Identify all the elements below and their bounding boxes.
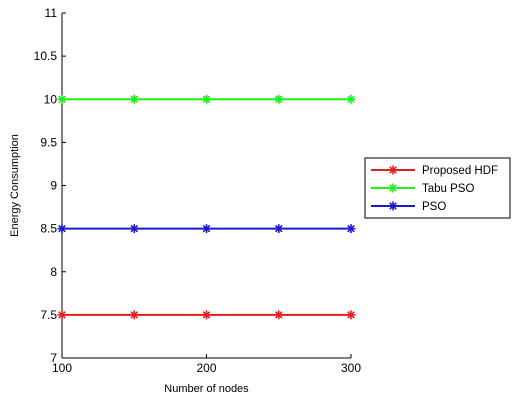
- marker-stroke: [347, 95, 355, 104]
- data-point-proposed-hdf: [274, 310, 284, 320]
- legend-label: PSO: [422, 201, 446, 213]
- legend-item-pso: PSO: [371, 201, 446, 213]
- data-point-pso: [346, 224, 356, 234]
- marker-stroke: [202, 224, 211, 233]
- data-point-proposed-hdf: [57, 310, 67, 320]
- data-point-proposed-hdf: [129, 310, 139, 320]
- marker-stroke: [274, 224, 283, 233]
- legend-marker: [388, 201, 398, 211]
- data-point-pso: [57, 224, 67, 234]
- series-proposed-hdf: [57, 310, 356, 320]
- y-tick-label: 8.5: [40, 222, 57, 236]
- marker-stroke: [58, 311, 66, 319]
- plot-series: [57, 94, 356, 320]
- legend-item-tabu-pso: Tabu PSO: [371, 183, 474, 195]
- marker-stroke: [130, 311, 139, 319]
- legend-marker: [388, 165, 398, 175]
- legend-item-proposed-hdf: Proposed HDF: [371, 165, 498, 177]
- data-point-tabu-pso: [57, 94, 67, 104]
- marker-stroke: [130, 224, 139, 233]
- legend-label: Tabu PSO: [422, 183, 474, 195]
- y-tick-label: 11: [45, 6, 58, 20]
- y-tick-label: 9.5: [40, 135, 57, 149]
- axes: 7 7.5 8 8.5 9 9.5 10 10.5 11 100 200 300: [34, 6, 362, 375]
- marker-stroke: [58, 95, 66, 104]
- marker-stroke: [389, 202, 397, 210]
- x-tick-label: 100: [52, 361, 72, 375]
- x-axis-label: Number of nodes: [164, 383, 249, 395]
- y-tick-label: 7.5: [40, 308, 57, 322]
- marker-stroke: [274, 311, 283, 319]
- marker-stroke: [58, 224, 66, 233]
- data-point-tabu-pso: [274, 94, 284, 104]
- marker-stroke: [274, 95, 283, 104]
- legend-marker: [388, 183, 398, 193]
- data-point-tabu-pso: [129, 94, 139, 104]
- y-tick-label: 9: [50, 179, 57, 193]
- marker-stroke: [389, 166, 397, 174]
- series-pso: [57, 224, 356, 234]
- y-tick-label: 10: [44, 92, 58, 106]
- data-point-pso: [129, 224, 139, 234]
- series-tabu-pso: [57, 94, 356, 104]
- data-point-proposed-hdf: [202, 310, 211, 320]
- marker-stroke: [347, 311, 355, 319]
- marker-stroke: [130, 95, 139, 104]
- data-point-pso: [202, 224, 211, 234]
- data-point-proposed-hdf: [346, 310, 356, 320]
- x-tick-label: 200: [196, 361, 216, 375]
- marker-stroke: [202, 311, 211, 319]
- y-tick-label: 10.5: [34, 49, 58, 63]
- marker-stroke: [202, 95, 211, 104]
- data-point-pso: [274, 224, 284, 234]
- data-point-tabu-pso: [202, 94, 211, 104]
- legend: Proposed HDF Tabu PSO PSO: [364, 157, 511, 219]
- y-axis-label: Energy Consumption: [9, 134, 21, 237]
- marker-stroke: [347, 224, 355, 233]
- x-tick-label: 300: [341, 361, 361, 375]
- marker-stroke: [389, 184, 397, 192]
- legend-label: Proposed HDF: [422, 165, 498, 177]
- data-point-tabu-pso: [346, 94, 356, 104]
- y-tick-label: 7: [50, 351, 57, 365]
- y-tick-label: 8: [50, 265, 57, 279]
